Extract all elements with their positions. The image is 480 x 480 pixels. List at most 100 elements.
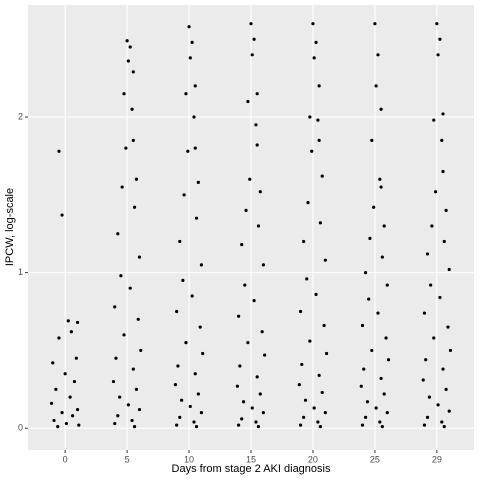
point: [260, 330, 264, 334]
point: [114, 356, 118, 360]
point: [252, 299, 256, 303]
point: [134, 177, 139, 181]
point: [422, 311, 427, 315]
point: [137, 255, 142, 259]
point: [427, 395, 431, 399]
point: [75, 407, 80, 412]
point: [305, 277, 309, 281]
point: [360, 323, 365, 328]
point: [440, 138, 444, 142]
point: [363, 271, 368, 275]
point: [441, 112, 445, 116]
point: [122, 92, 126, 96]
point: [378, 420, 382, 424]
point: [192, 420, 196, 424]
point: [376, 311, 380, 315]
point: [193, 372, 197, 376]
point: [175, 309, 179, 314]
point: [312, 406, 316, 410]
point: [308, 115, 312, 119]
point: [386, 358, 391, 362]
point: [64, 421, 69, 426]
point: [180, 398, 184, 402]
point: [318, 221, 322, 225]
x-tick-label: 25: [370, 454, 380, 464]
point: [256, 224, 261, 228]
point: [385, 411, 389, 415]
point: [68, 395, 72, 399]
x-tick-label: 29: [432, 454, 442, 464]
point: [178, 415, 182, 419]
y-tick-label: 2: [18, 111, 23, 121]
point: [237, 423, 241, 427]
point: [316, 420, 320, 424]
point: [118, 395, 122, 399]
point: [246, 99, 250, 104]
point: [111, 379, 116, 384]
point: [368, 236, 372, 240]
point: [447, 409, 451, 413]
point: [297, 383, 301, 387]
point: [137, 407, 142, 412]
point: [72, 379, 77, 384]
point: [298, 309, 303, 314]
point: [380, 425, 384, 429]
point: [323, 411, 327, 415]
point: [178, 239, 182, 244]
point: [250, 53, 254, 57]
point: [136, 317, 140, 321]
point: [320, 174, 324, 178]
point: [254, 123, 258, 127]
point: [317, 373, 321, 377]
point: [311, 22, 315, 26]
point: [196, 392, 200, 396]
point: [57, 149, 61, 153]
point: [193, 84, 197, 88]
point: [240, 417, 244, 421]
point: [436, 53, 440, 57]
point: [376, 53, 380, 57]
point: [246, 341, 250, 345]
point: [430, 224, 434, 228]
point: [130, 418, 134, 423]
point: [362, 367, 366, 371]
x-tick-label: 10: [184, 454, 194, 464]
point: [69, 330, 73, 334]
point: [248, 177, 252, 181]
point: [192, 115, 196, 119]
point: [182, 193, 186, 197]
point: [190, 294, 194, 298]
point: [235, 384, 239, 388]
point: [446, 325, 450, 329]
point: [56, 425, 60, 429]
point: [308, 339, 312, 343]
y-axis-label: IPCW, log-scale: [4, 188, 16, 266]
point: [441, 169, 445, 174]
point: [379, 185, 383, 189]
point: [382, 224, 386, 228]
point: [201, 351, 205, 356]
point: [444, 387, 448, 391]
point: [243, 283, 247, 287]
point: [379, 376, 383, 381]
point: [249, 22, 253, 26]
point: [374, 84, 378, 88]
point: [320, 390, 324, 395]
point: [240, 243, 244, 247]
point: [122, 333, 126, 337]
point: [181, 278, 185, 283]
point: [125, 39, 129, 43]
point: [60, 411, 64, 415]
point: [51, 361, 55, 365]
point: [75, 320, 80, 325]
x-tick-label: 20: [308, 454, 318, 464]
point: [425, 252, 430, 256]
point: [184, 92, 188, 96]
point: [176, 364, 180, 368]
x-tick-label: 15: [246, 454, 256, 464]
point: [116, 414, 120, 418]
point: [190, 40, 194, 44]
point: [258, 190, 262, 194]
point: [425, 415, 430, 419]
point: [113, 305, 117, 309]
